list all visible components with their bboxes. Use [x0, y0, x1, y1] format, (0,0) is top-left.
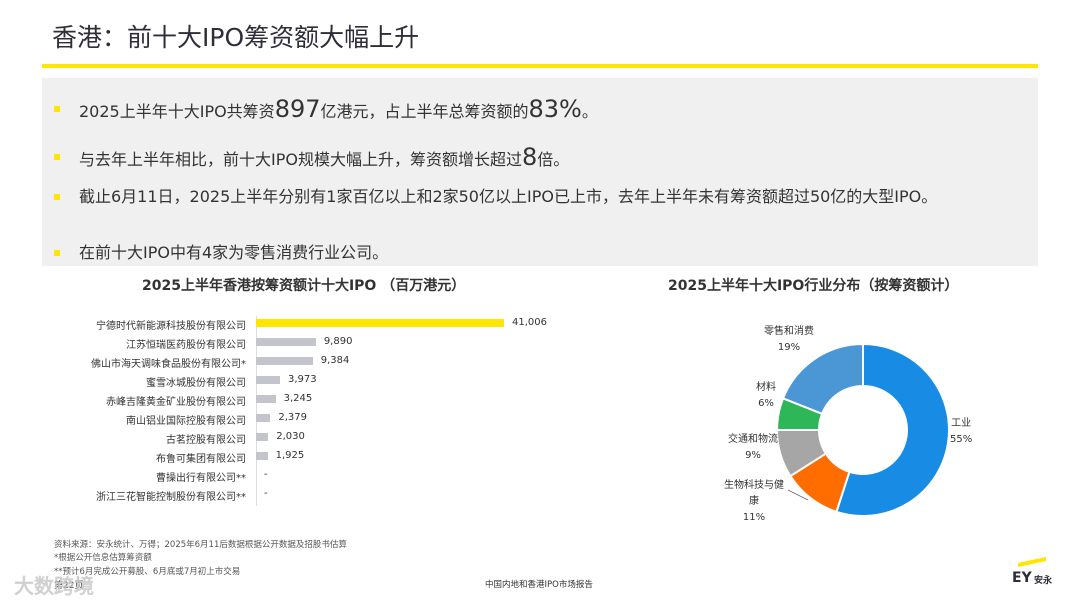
page-number: 第22页 — [54, 581, 84, 591]
donut-leader-line — [787, 489, 809, 501]
pie-label-industrial: 工业 55% — [950, 416, 972, 448]
bullet-2-text-b: 倍。 — [537, 150, 570, 169]
bullet-2: 与去年上半年相比，前十大IPO规模大幅上升，筹资额增长超过8倍。 — [54, 143, 1009, 171]
bar-row: 浙江三花智能控制股份有限公司** - — [60, 485, 520, 504]
bar-category-label: 浙江三花智能控制股份有限公司** — [96, 492, 246, 503]
bar-value-label: - — [264, 469, 268, 480]
ey-logo-beam — [1018, 557, 1046, 567]
bullet-1-text-a: 2025上半年十大IPO共筹资 — [79, 102, 275, 121]
page-title: 香港：前十大IPO筹资额大幅上升 — [52, 23, 420, 52]
bar-category-label: 曹操出行有限公司** — [156, 473, 246, 484]
bar — [256, 414, 271, 422]
bullet-1-text-c: 。 — [581, 102, 598, 121]
ey-logo: EY 安永 — [1012, 557, 1062, 588]
pie-chart-title: 2025上半年十大IPO行业分布（按筹资额计） — [668, 278, 959, 294]
pie-label-industrial-value: 55% — [950, 434, 973, 445]
bar-value-label: - — [264, 488, 268, 499]
watermark-logo: 大数跨境 — [14, 574, 94, 598]
bar-category-label: 蜜雪冰城股份有限公司 — [146, 378, 246, 389]
bar-value-label: 3,973 — [288, 374, 317, 385]
pie-label-materials-value: 6% — [758, 398, 774, 409]
ey-logo-text: EY — [1012, 570, 1032, 586]
bar — [256, 338, 316, 346]
pie-label-biotech-value: 11% — [742, 512, 766, 523]
bar-row: 佛山市海天调味食品股份有限公司* 9,384 — [60, 352, 520, 371]
pie-label-transport-name: 交通和物流 — [728, 434, 778, 445]
footnote-2: **预计6月完成公开募股、6月底或7月初上市交易 — [54, 567, 241, 577]
pie-label-industrial-name: 工业 — [951, 418, 972, 429]
bar-value-label: 2,379 — [278, 412, 308, 423]
bar-value-label: 41,006 — [512, 317, 547, 328]
bar-category-label: 江苏恒瑞医药股份有限公司 — [126, 340, 246, 351]
bullet-1-percent: 83% — [528, 95, 582, 123]
bar-row: 古茗控股有限公司 2,030 — [60, 428, 520, 447]
bullet-2-text-a: 与去年上半年相比，前十大IPO规模大幅上升，筹资额增长超过 — [79, 150, 522, 169]
pie-label-retail: 零售和消费 19% — [764, 324, 814, 356]
bullet-marker — [54, 106, 60, 112]
bar — [256, 452, 268, 460]
bar — [256, 357, 313, 365]
bullet-marker — [54, 154, 60, 160]
bar-category-label: 赤峰吉隆黄金矿业股份有限公司 — [106, 397, 246, 408]
bar-category-label: 布鲁可集团有限公司 — [156, 454, 246, 465]
bar-row: 宁德时代新能源科技股份有限公司 41,006 — [60, 314, 547, 333]
pie-label-transport-value: 9% — [745, 450, 761, 461]
pie-label-materials-name: 材料 — [756, 382, 776, 393]
summary-panel: 2025上半年十大IPO共筹资897亿港元，占上半年总筹资额的83%。 与去年上… — [42, 78, 1038, 266]
pie-label-transport: 交通和物流 9% — [728, 432, 778, 464]
bar — [256, 376, 281, 384]
bar-row: 蜜雪冰城股份有限公司 3,973 — [60, 371, 520, 390]
bar-row: 布鲁可集团有限公司 1,925 — [60, 447, 520, 466]
bar-value-label: 2,030 — [276, 431, 305, 442]
bullet-4: 在前十大IPO中有4家为零售消费行业公司。 — [54, 242, 1009, 264]
industry-donut-chart: 零售和消费 19% 材料 6% 交通和物流 9% 生物科技与健康 11% 工业 … — [700, 300, 1030, 540]
bullet-1: 2025上半年十大IPO共筹资897亿港元，占上半年总筹资额的83%。 — [54, 95, 1009, 123]
bar-value-label: 9,384 — [320, 355, 350, 366]
bullet-3-text: 截止6月11日，2025上半年分别有1家百亿以上和2家50亿以上IPO已上市，去… — [79, 187, 938, 206]
pie-label-biotech-name: 生物科技与健康 — [724, 480, 784, 507]
bullet-3: 截止6月11日，2025上半年分别有1家百亿以上和2家50亿以上IPO已上市，去… — [54, 186, 1009, 208]
bar-chart-axis — [256, 316, 257, 506]
title-underline — [42, 64, 1038, 68]
pie-label-materials: 材料 6% — [756, 380, 776, 412]
bar-row: 曹操出行有限公司** - — [60, 466, 520, 485]
bar-row: 南山铝业国际控股有限公司 2,379 — [60, 409, 520, 428]
bullet-2-multiple: 8 — [521, 143, 538, 171]
report-footer: 中国内地和香港IPO市场报告 — [485, 580, 593, 590]
bar-category-label: 南山铝业国际控股有限公司 — [126, 416, 246, 427]
bar — [256, 433, 269, 441]
bar-category-label: 佛山市海天调味食品股份有限公司* — [91, 359, 246, 370]
bar-chart-title: 2025上半年香港按筹资额计十大IPO （百万港元） — [142, 278, 466, 294]
footnote-source: 资料来源：安永统计、万得；2025年6月11后数据根据公开数据及招股书估算 — [54, 540, 347, 550]
donut-slice — [835, 342, 950, 517]
bar-row: 赤峰吉隆黄金矿业股份有限公司 3,245 — [60, 390, 520, 409]
footnote-1: *根据公开信息估算筹资额 — [54, 553, 152, 563]
pie-label-biotech: 生物科技与健康 11% — [724, 478, 784, 526]
bar — [256, 395, 276, 403]
donut-slice — [781, 342, 864, 416]
bar-value-label: 9,890 — [323, 336, 353, 347]
pie-label-retail-value: 19% — [777, 342, 801, 353]
top-ipo-bar-chart: 宁德时代新能源科技股份有限公司 41,006 江苏恒瑞医药股份有限公司 9,890 佛山… — [60, 312, 547, 512]
bar-category-label: 古茗控股有限公司 — [166, 435, 246, 446]
pie-label-retail-name: 零售和消费 — [764, 326, 814, 337]
bar-value-label: 3,245 — [283, 393, 313, 404]
bullet-1-amount: 897 — [274, 95, 321, 123]
bullet-4-text: 在前十大IPO中有4家为零售消费行业公司。 — [79, 243, 389, 262]
bullet-marker — [54, 194, 60, 200]
bullet-1-text-b: 亿港元，占上半年总筹资额的 — [320, 102, 529, 121]
bar-value-label: 1,925 — [275, 450, 305, 461]
bar-category-label: 宁德时代新能源科技股份有限公司 — [96, 321, 246, 332]
bar-row: 江苏恒瑞医药股份有限公司 9,890 — [60, 333, 520, 352]
donut-svg — [775, 342, 950, 517]
ey-logo-cn: 安永 — [1034, 576, 1053, 586]
bar — [256, 319, 504, 327]
bullet-marker — [54, 250, 60, 256]
